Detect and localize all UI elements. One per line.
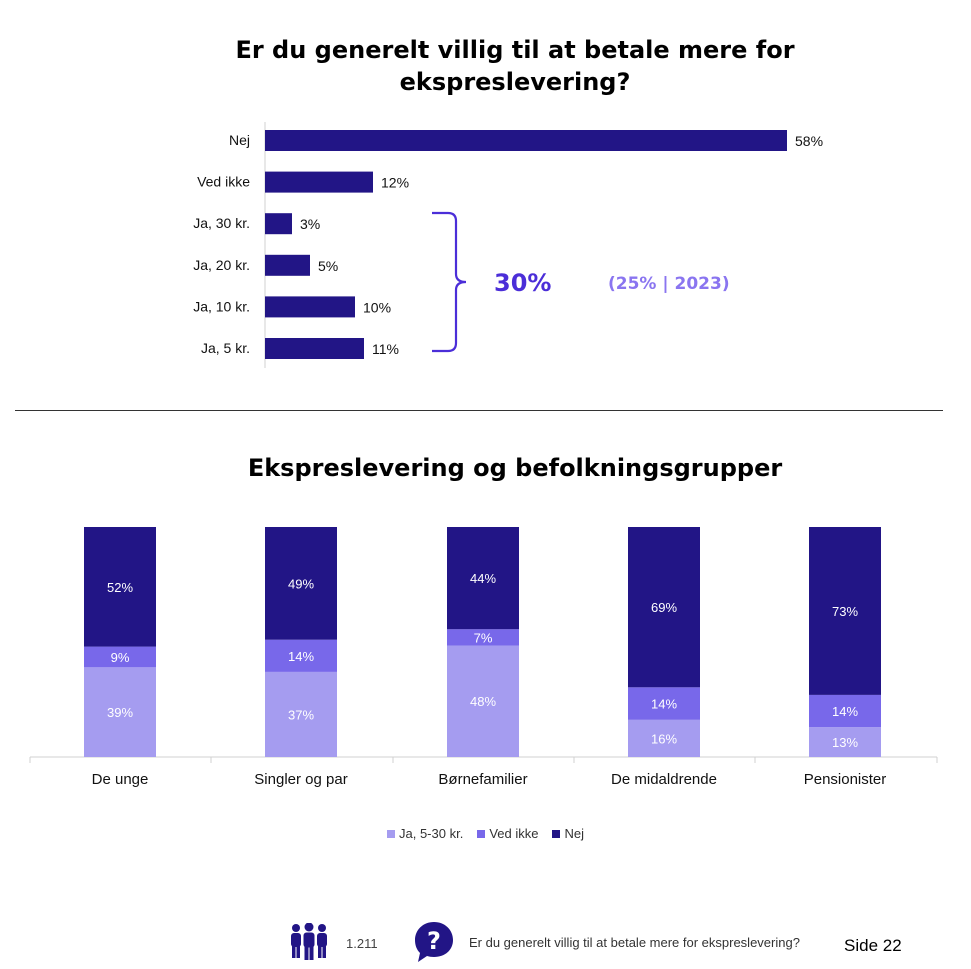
bracket-note: (25% | 2023) (608, 274, 730, 294)
horizontal-bar-chart: Nej 58% Ved ikke 12% Ja, 30 kr. 3% Ja, 20 kr. 5… (193, 122, 823, 368)
legend-label-ved-ikke: Ved ikke (489, 826, 539, 841)
sbar-segment (265, 639, 337, 672)
hbar-value-label: 58% (795, 133, 823, 149)
sbar-segment (84, 646, 156, 668)
sbar-segment (809, 694, 881, 728)
sbar-category-label: Singler og par (254, 771, 347, 788)
hbar-value-label: 5% (318, 258, 338, 274)
sbar-segment (265, 671, 337, 757)
sbar-value-label: 7% (474, 630, 493, 645)
sbar-value-label: 48% (470, 694, 496, 709)
hbar-category-label: Ja, 5 kr. (201, 340, 250, 356)
sbar-segment (265, 527, 337, 640)
sbar-segment (447, 527, 519, 630)
sbar-category-label: De midaldrende (611, 771, 717, 788)
sbar-category-label: Børnefamilier (438, 771, 527, 788)
bottom-chart-title: Ekspreslevering og befolkningsgrupper (247, 454, 783, 482)
legend-item-ved-ikke: Ved ikke (477, 826, 538, 841)
sbar-segment (628, 719, 700, 757)
sbar-value-label: 16% (651, 731, 677, 746)
hbar-bar (265, 213, 292, 235)
hbar-category-label: Ja, 10 kr. (193, 298, 250, 314)
sbar-segment (628, 527, 700, 688)
legend-item-nej: Nej (552, 826, 584, 841)
sbar-category-label: De unge (92, 771, 149, 788)
sbar-value-label: 39% (107, 705, 133, 720)
question-bubble-icon: ? (415, 922, 453, 962)
top-chart-title: Er du generelt villig til at betale mere… (235, 36, 795, 96)
sbar-value-label: 69% (651, 600, 677, 615)
sbar-segment (84, 527, 156, 647)
section-divider (15, 410, 943, 411)
legend: Ja, 5-30 kr. Ved ikke Nej (0, 826, 971, 841)
sbar-value-label: 9% (111, 650, 130, 665)
svg-text:?: ? (427, 927, 441, 955)
sbar-value-label: 13% (832, 735, 858, 750)
footer: 1.211 ? Er du generelt villig til at bet… (0, 920, 971, 965)
sbar-value-label: 73% (832, 604, 858, 619)
hbar-category-label: Ja, 20 kr. (193, 257, 250, 273)
legend-swatch-nej (552, 829, 561, 838)
legend-swatch-ja (387, 829, 395, 838)
legend-label-nej: Nej (564, 826, 584, 841)
legend-swatch-ved-ikke (477, 829, 486, 838)
sbar-category-label: Pensionister (804, 771, 887, 788)
hbar-value-label: 12% (381, 175, 409, 191)
sbar-segment (447, 629, 519, 646)
hbar-bar (265, 171, 373, 193)
hbar-bar (265, 130, 787, 151)
hbar-category-label: Ja, 30 kr. (193, 215, 250, 231)
hbar-value-label: 3% (300, 216, 320, 232)
hbar-bar (265, 254, 310, 276)
sbar-value-label: 37% (288, 707, 314, 722)
hbar-category-label: Nej (229, 132, 250, 148)
sbar-value-label: 52% (107, 580, 133, 595)
footer-question: Er du generelt villig til at betale mere… (469, 935, 800, 950)
hbar-bar (265, 338, 364, 359)
legend-item-ja: Ja, 5-30 kr. (387, 826, 463, 841)
hbar-value-label: 10% (363, 299, 391, 315)
sbar-segment (84, 667, 156, 757)
respondent-count: 1.211 (346, 936, 378, 951)
hbar-category-label: Ved ikke (197, 174, 250, 190)
hbar-bar (265, 296, 355, 318)
hbar-value-label: 11% (372, 341, 399, 357)
people-icon (291, 923, 327, 960)
sbar-segment (628, 687, 700, 720)
legend-label-ja: Ja, 5-30 kr. (399, 826, 464, 841)
sbar-value-label: 49% (288, 576, 314, 591)
sbar-segment (809, 527, 881, 695)
sbar-value-label: 14% (651, 697, 677, 712)
sbar-segment (447, 645, 519, 757)
stacked-bar-chart: 39% 9% 52% De unge 37% 14% 49% Singler og par 48… (29, 527, 938, 788)
sbar-segment (809, 727, 881, 757)
sbar-value-label: 44% (470, 571, 496, 586)
bracket (432, 211, 467, 353)
sbar-value-label: 14% (832, 704, 858, 719)
bracket-total: 30% (494, 269, 551, 297)
sbar-value-label: 14% (288, 649, 314, 664)
page-number: Side 22 (844, 936, 902, 955)
